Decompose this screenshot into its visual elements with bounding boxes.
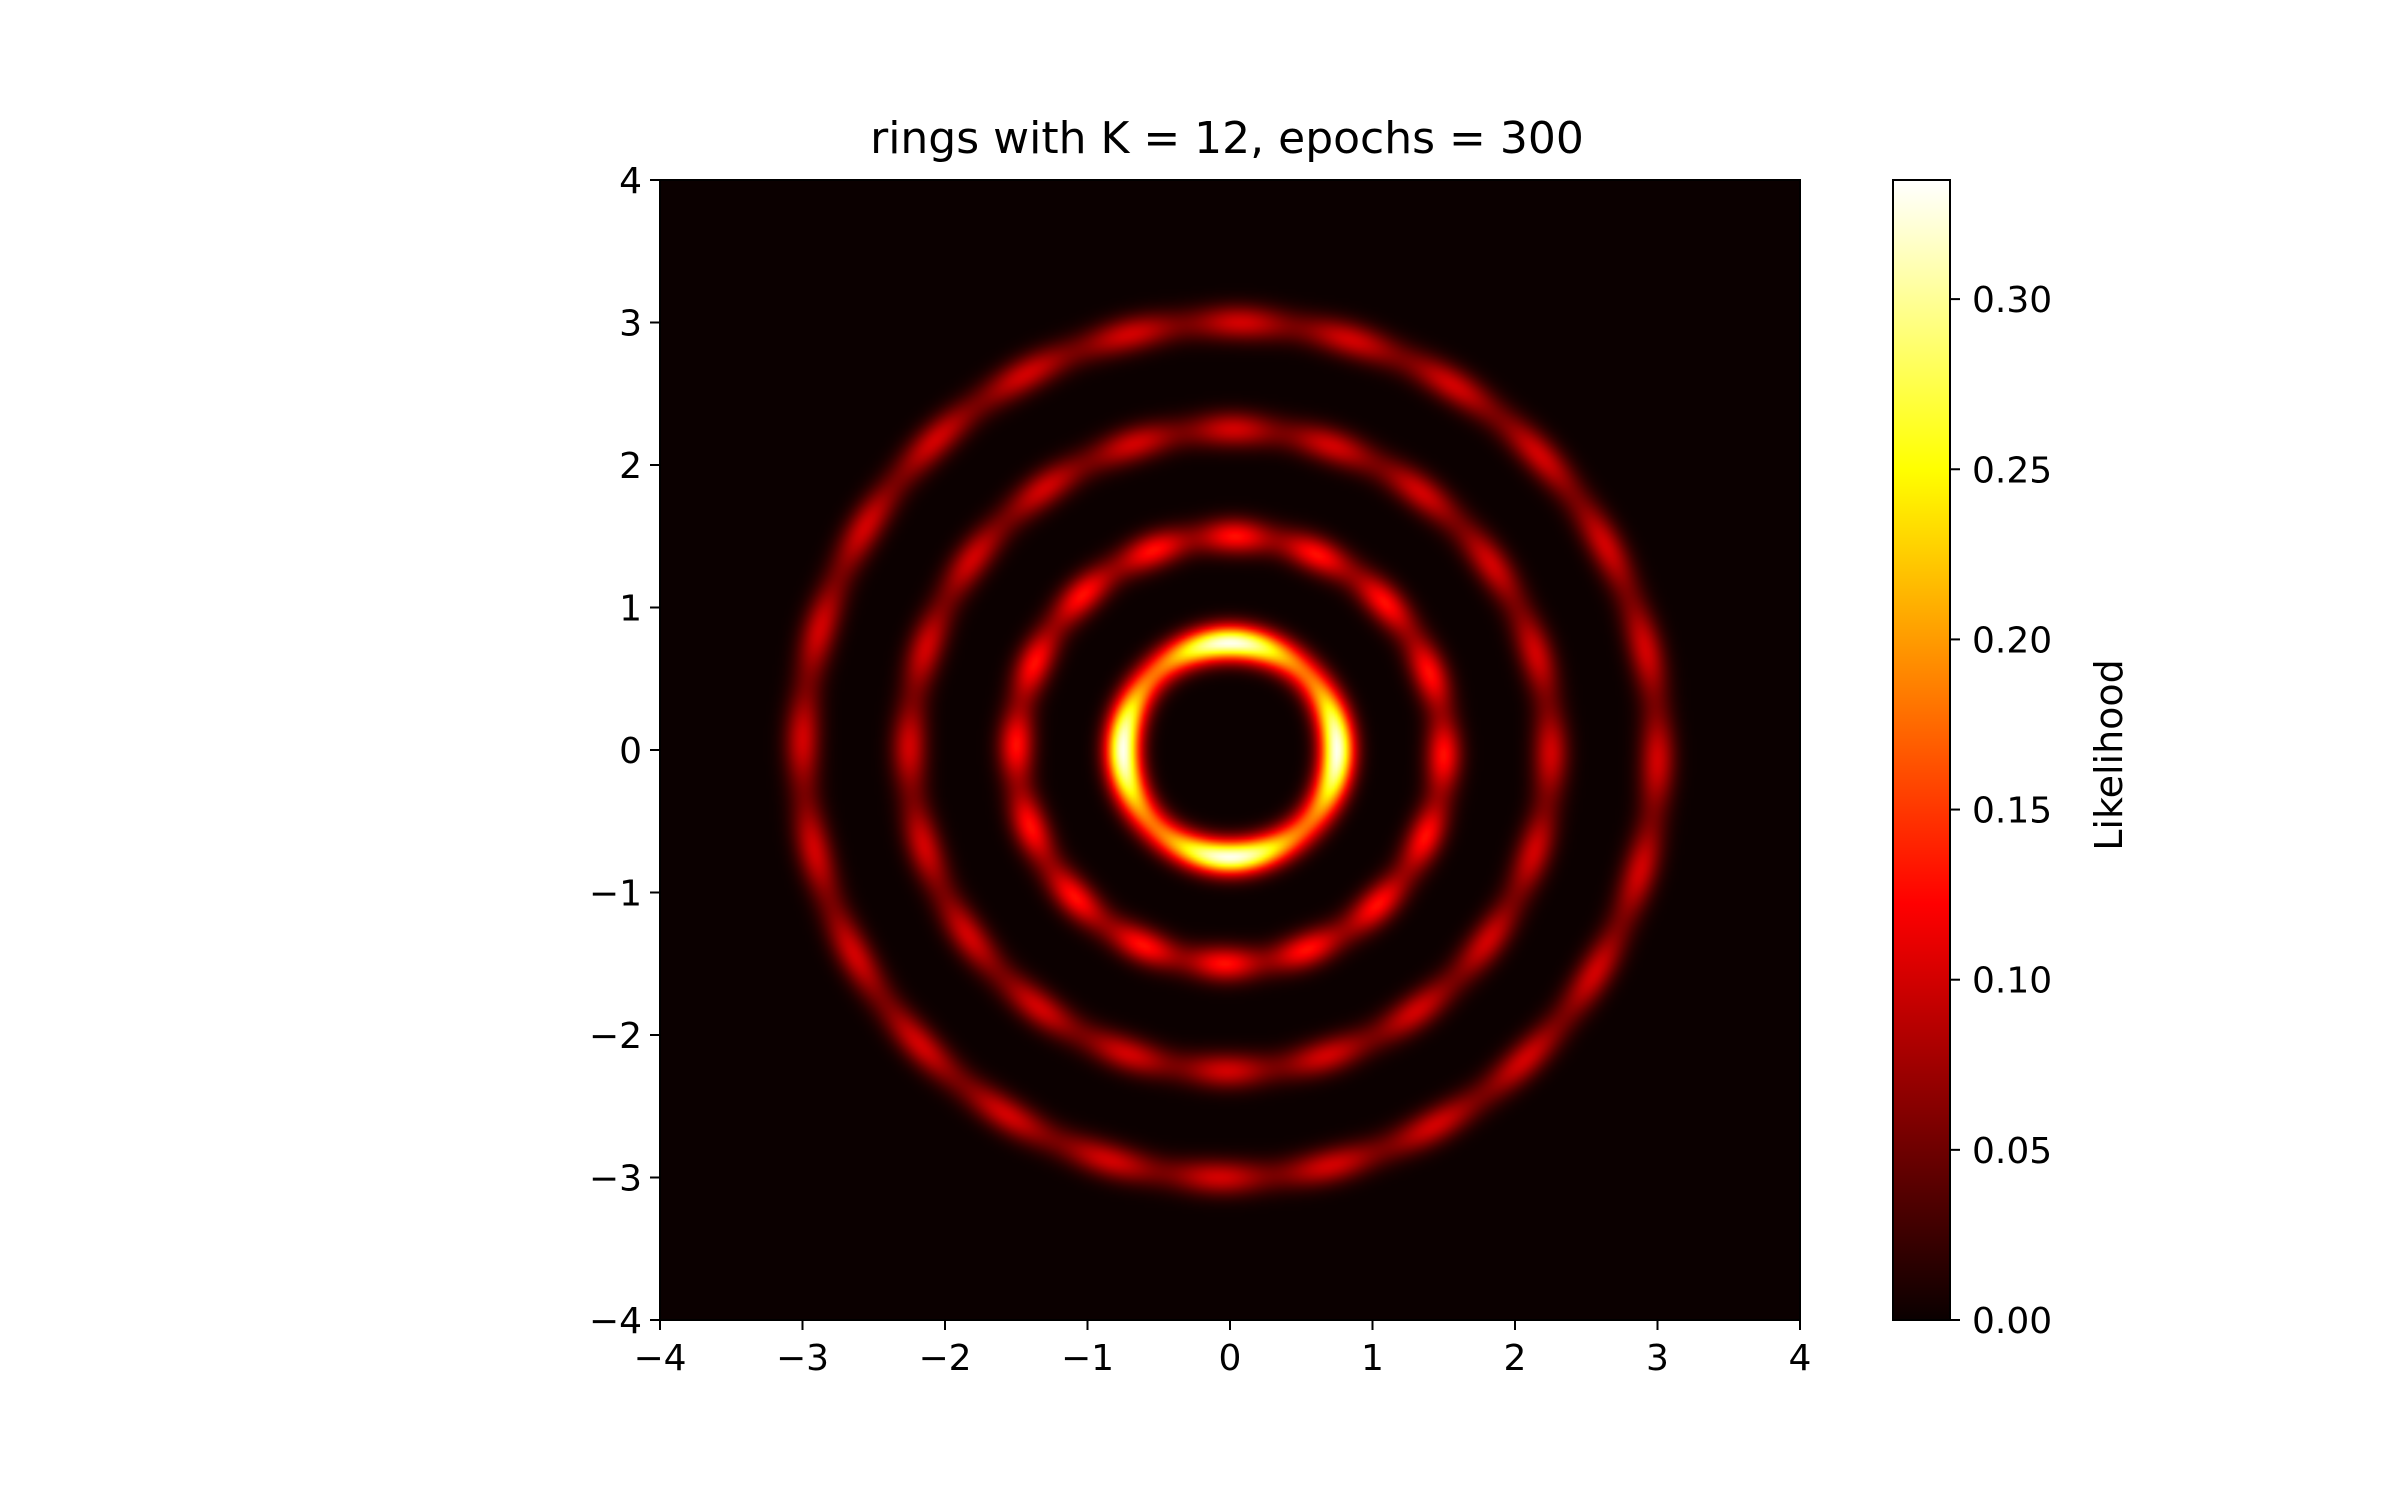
y-tick-label: 3: [619, 304, 642, 345]
colorbar-tick-label: 0.15: [1972, 791, 2052, 832]
x-tick-label: 4: [1789, 1338, 1812, 1379]
x-tick-label: −2: [918, 1338, 971, 1379]
colorbar-tick-label: 0.00: [1972, 1301, 2052, 1342]
x-tick-label: −1: [1061, 1338, 1114, 1379]
colorbar-tick-label: 0.05: [1972, 1131, 2052, 1172]
y-tick-label: −4: [589, 1301, 642, 1342]
chart-title: rings with K = 12, epochs = 300: [870, 113, 1584, 164]
y-tick-label: −3: [589, 1159, 642, 1200]
y-tick-label: 2: [619, 446, 642, 487]
y-tick-label: 1: [619, 589, 642, 630]
colorbar-tick-label: 0.25: [1972, 450, 2052, 491]
y-tick-label: 4: [619, 161, 642, 202]
y-axis: −4 −3 −2 −1 0 1 2 3 4: [589, 161, 660, 1342]
y-tick-label: −2: [589, 1016, 642, 1057]
x-tick-label: 3: [1646, 1338, 1669, 1379]
y-tick-label: 0: [619, 731, 642, 772]
y-tick-label: −1: [589, 874, 642, 915]
x-tick-label: 2: [1504, 1338, 1527, 1379]
colorbar-gradient: [1892, 179, 1951, 1321]
x-tick-label: −4: [633, 1338, 686, 1379]
colorbar-label: Likelihood: [2087, 659, 2131, 851]
colorbar-tick-label: 0.30: [1972, 280, 2052, 321]
x-axis: −4 −3 −2 −1 0 1 2 3 4: [633, 1320, 1811, 1379]
x-tick-label: −3: [776, 1338, 829, 1379]
colorbar-tick-label: 0.10: [1972, 961, 2052, 1002]
heatmap-plot-area: [659, 179, 1801, 1321]
colorbar: 0.00 0.05 0.10 0.15 0.20 0.25 0.30 Likelihood: [1892, 179, 2131, 1342]
colorbar-tick-label: 0.20: [1972, 620, 2052, 661]
colorbar-ticks: 0.00 0.05 0.10 0.15 0.20 0.25 0.30: [1950, 280, 2052, 1342]
heatmap-image-container: [660, 180, 1800, 1320]
x-tick-label: 0: [1219, 1338, 1242, 1379]
x-tick-label: 1: [1361, 1338, 1384, 1379]
heatmap-image: [660, 180, 1800, 1320]
